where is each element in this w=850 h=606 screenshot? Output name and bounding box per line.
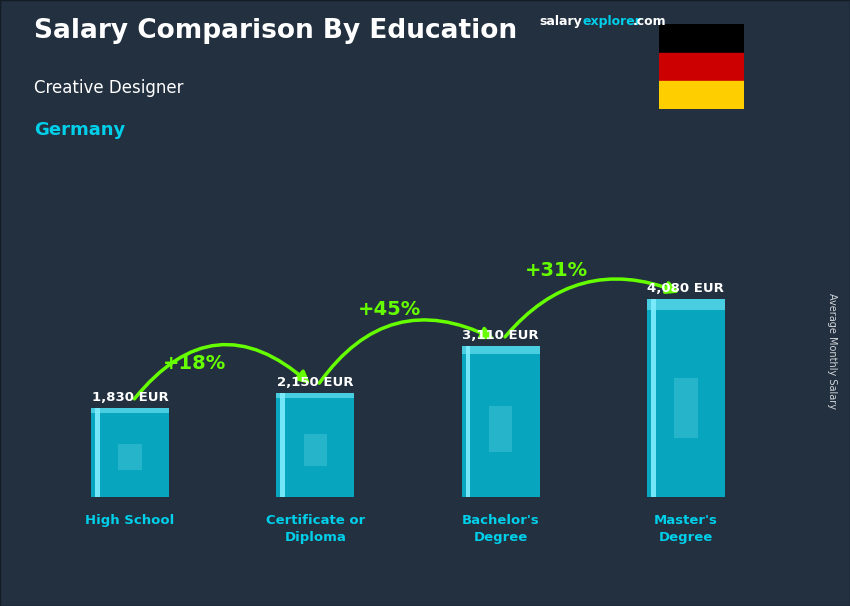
Bar	[280, 393, 285, 497]
Bar	[659, 81, 744, 109]
Text: Creative Designer: Creative Designer	[34, 79, 184, 97]
FancyArrowPatch shape	[505, 279, 676, 337]
Text: Salary Comparison By Education: Salary Comparison By Education	[34, 18, 517, 44]
FancyArrowPatch shape	[320, 320, 491, 383]
Bar	[462, 346, 540, 355]
Text: 3,110 EUR: 3,110 EUR	[462, 329, 539, 342]
Bar	[647, 299, 725, 497]
Text: 1,830 EUR: 1,830 EUR	[92, 391, 168, 404]
Bar	[276, 393, 354, 398]
Text: 4,080 EUR: 4,080 EUR	[648, 282, 724, 295]
Text: +31%: +31%	[524, 261, 588, 279]
Bar	[489, 407, 513, 451]
Text: Germany: Germany	[34, 121, 125, 139]
FancyArrowPatch shape	[134, 345, 308, 399]
Bar	[651, 299, 655, 497]
Bar	[659, 53, 744, 81]
Bar	[91, 408, 169, 497]
Bar	[462, 346, 540, 497]
Bar	[118, 444, 142, 470]
Bar	[466, 346, 470, 497]
Text: explorer: explorer	[582, 15, 641, 28]
Text: +45%: +45%	[358, 301, 421, 319]
Text: 2,150 EUR: 2,150 EUR	[277, 376, 354, 389]
Bar	[659, 24, 744, 53]
Text: +18%: +18%	[163, 354, 227, 373]
Bar	[91, 408, 169, 413]
Bar	[276, 393, 354, 497]
Bar	[95, 408, 99, 497]
Text: .com: .com	[633, 15, 667, 28]
Text: salary: salary	[540, 15, 582, 28]
Bar	[647, 299, 725, 310]
Text: Average Monthly Salary: Average Monthly Salary	[827, 293, 837, 410]
Bar	[303, 435, 327, 465]
Bar	[674, 378, 698, 438]
